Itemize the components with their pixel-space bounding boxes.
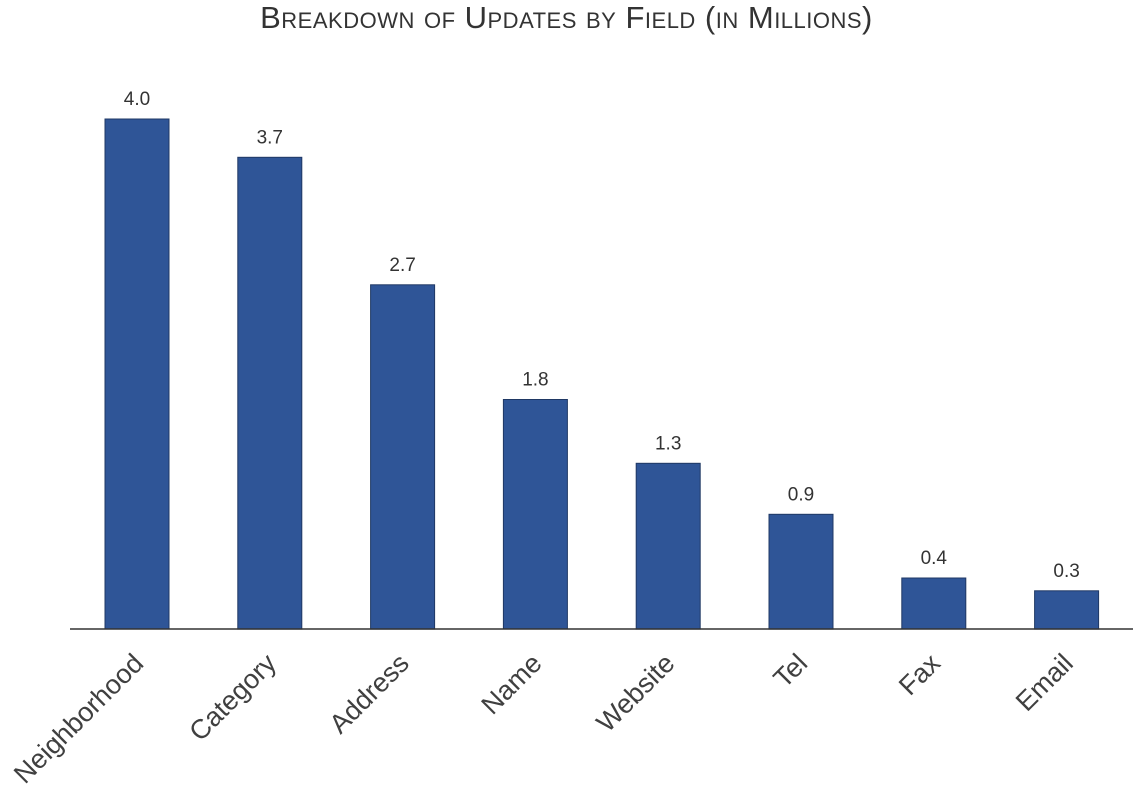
- bars-layer: [104, 118, 1100, 630]
- x-tick-label-tel: Tel: [768, 648, 814, 694]
- data-labels-layer: 4.0 3.7 2.7 1.8 1.3 0.9 0.4 0.3: [124, 89, 1080, 582]
- bar-address: [370, 284, 436, 630]
- chart-title: Breakdown of Updates by Field (in Millio…: [260, 0, 873, 35]
- data-label-fax: 0.4: [921, 548, 948, 569]
- data-label-name: 1.8: [522, 370, 548, 391]
- data-label-category: 3.7: [257, 127, 283, 148]
- x-tick-label-category: Category: [183, 648, 282, 747]
- x-tick-label-email: Email: [1010, 648, 1079, 717]
- data-label-website: 1.3: [655, 433, 681, 454]
- bar-name: [502, 399, 568, 630]
- x-tick-label-name: Name: [475, 648, 547, 720]
- x-tick-label-website: Website: [591, 648, 681, 738]
- x-tick-label-neighborhood: Neighborhood: [8, 648, 149, 789]
- x-tick-label-address: Address: [324, 648, 415, 739]
- x-tick-labels-layer: Neighborhood Category Address Name Website Te…: [8, 648, 1079, 790]
- bar-category: [237, 156, 303, 630]
- data-label-email: 0.3: [1053, 561, 1079, 582]
- data-label-address: 2.7: [389, 255, 415, 276]
- data-label-neighborhood: 4.0: [124, 89, 150, 110]
- bar-website: [635, 462, 701, 630]
- bar-neighborhood: [104, 118, 170, 630]
- data-label-tel: 0.9: [788, 484, 814, 505]
- x-tick-label-fax: Fax: [893, 648, 946, 701]
- bar-tel: [768, 513, 834, 630]
- bar-fax: [901, 577, 967, 630]
- bar-email: [1034, 590, 1100, 630]
